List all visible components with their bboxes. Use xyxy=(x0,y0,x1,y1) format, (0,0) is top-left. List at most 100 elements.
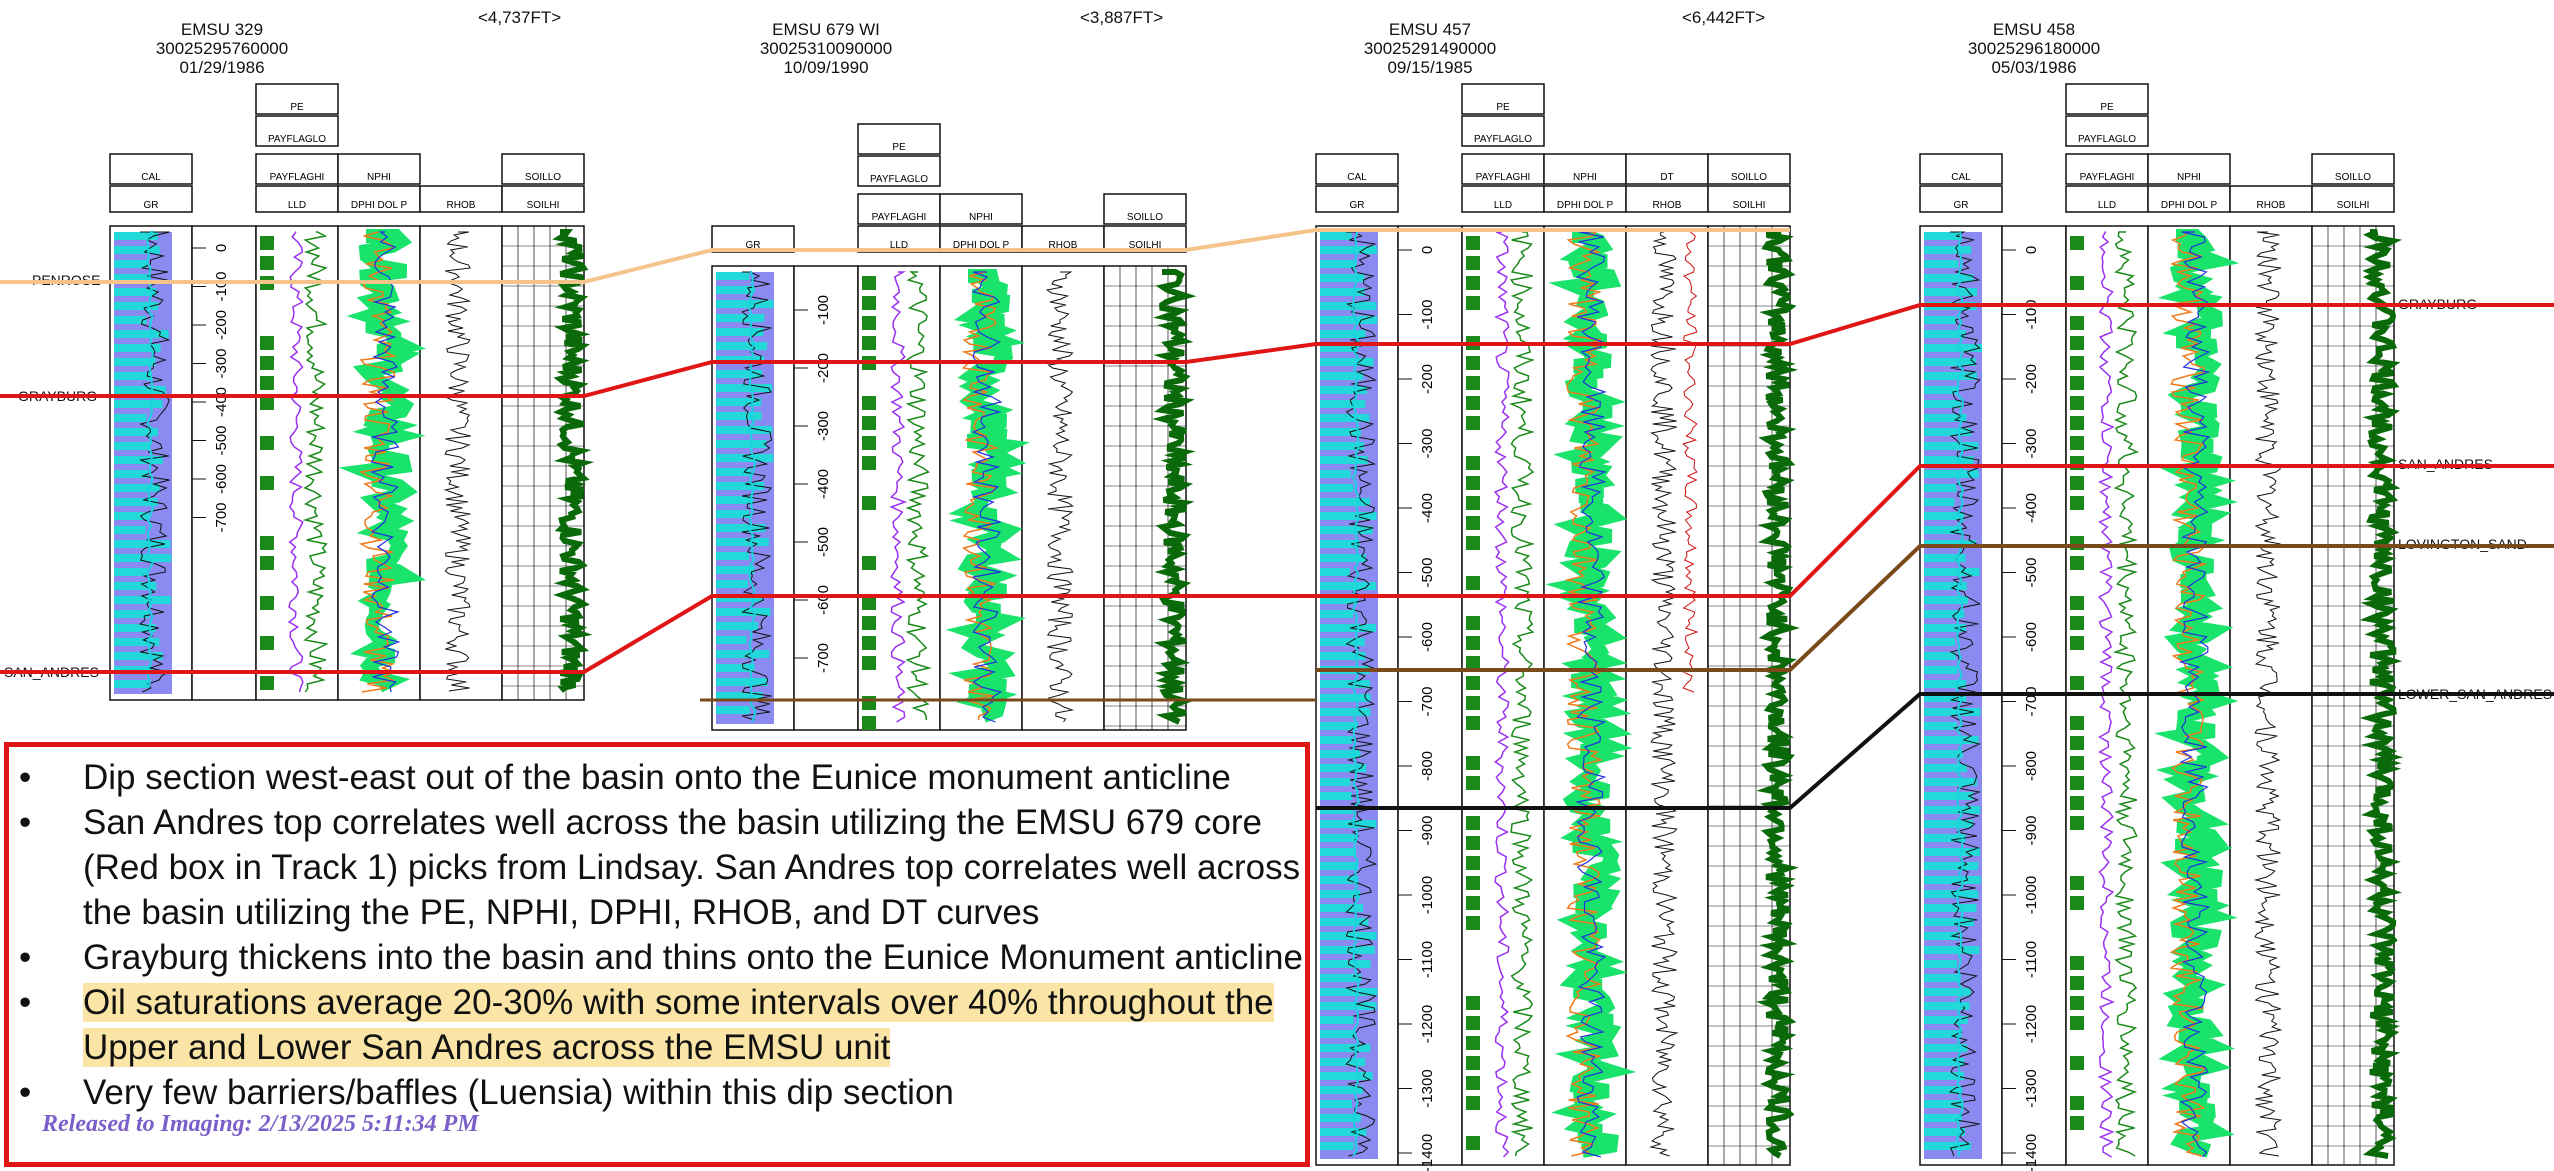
track-header-label: SOILHI xyxy=(1129,240,1162,251)
depth-label: -100 xyxy=(815,295,832,325)
gr-band xyxy=(1320,372,1364,380)
payflag xyxy=(2070,796,2084,810)
gr-band xyxy=(1924,904,1977,912)
track-header xyxy=(1103,225,1187,253)
payflag xyxy=(1466,696,1480,710)
depth-label: -900 xyxy=(1419,815,1436,845)
track-header-label: PAYFLAGLO xyxy=(268,134,326,145)
gr-band xyxy=(716,370,763,378)
nphi-curve xyxy=(971,271,1003,723)
gr-band xyxy=(1320,904,1364,912)
gr-band xyxy=(1320,918,1369,926)
rhob-curve xyxy=(1649,231,1679,1157)
payflag xyxy=(1466,876,1480,890)
nphi-fill xyxy=(945,269,1030,723)
well-panel: GR PE PAYFLAGLO PAYFLAGHI LLD NPHI DPHI DOL P R… xyxy=(711,123,1197,731)
track-header-label: NPHI xyxy=(1573,172,1597,183)
gr-band xyxy=(1320,694,1371,702)
track-depth xyxy=(191,225,257,701)
gr-band xyxy=(1924,358,1976,366)
payflag xyxy=(1466,396,1480,410)
bullet-item: • San Andres top correlates well across t… xyxy=(19,803,1301,932)
depth-label: -1200 xyxy=(2023,1005,2040,1043)
track-header-label: SOILLO xyxy=(2335,172,2371,183)
payflag xyxy=(1466,636,1480,650)
payflag xyxy=(2070,1056,2084,1070)
payflag xyxy=(260,636,274,650)
gr-band xyxy=(1320,596,1358,604)
gr-band xyxy=(1320,1002,1377,1010)
payflag xyxy=(2070,436,2084,450)
depth-label: -200 xyxy=(2023,364,2040,394)
depth-label: -900 xyxy=(2023,815,2040,845)
payflag xyxy=(260,436,274,450)
depth-label: -100 xyxy=(1419,299,1436,329)
payflag xyxy=(2070,956,2084,970)
track-header xyxy=(857,123,941,155)
payflag xyxy=(862,636,876,650)
payflag xyxy=(260,336,274,350)
track-header-label: PE xyxy=(290,102,304,113)
well-api: 30025296180000 xyxy=(1967,39,2101,58)
track-header xyxy=(109,153,193,185)
depth-label: -1400 xyxy=(1419,1134,1436,1171)
payflag xyxy=(1466,456,1480,470)
gr-band xyxy=(716,566,755,574)
gr-band xyxy=(1924,596,1969,604)
payflag xyxy=(260,556,274,570)
payflag xyxy=(1466,516,1480,530)
well-date: 09/15/1985 xyxy=(1387,58,1473,77)
payflag xyxy=(862,496,876,510)
track-header-label: DPHI DOL P xyxy=(1557,200,1614,211)
gr-band xyxy=(1320,778,1351,786)
gr-band xyxy=(716,384,772,392)
payflag xyxy=(862,696,876,710)
gr-band xyxy=(1320,582,1377,590)
track-header xyxy=(711,225,795,253)
gr-band xyxy=(1320,260,1357,268)
well-header-3: EMSU 457 30025291490000 09/15/1985 xyxy=(1330,20,1530,77)
gr-band xyxy=(1320,1072,1373,1080)
payflag xyxy=(1466,476,1480,490)
gr-band xyxy=(1924,652,1956,660)
track-header-label: PE xyxy=(1496,102,1510,113)
grayburg-line xyxy=(0,303,2554,398)
gr-band xyxy=(114,652,163,660)
gr-band xyxy=(1924,372,1977,380)
payflag xyxy=(2070,276,2084,290)
gr-band xyxy=(1924,1128,1965,1136)
gr-band xyxy=(1320,708,1371,716)
gr-band xyxy=(716,706,750,714)
track-header-label: GR xyxy=(1350,200,1365,211)
gr-band xyxy=(1924,764,1967,772)
gr-band xyxy=(1924,960,1958,968)
track-header-label: PE xyxy=(892,142,906,153)
gr-band xyxy=(1924,610,1965,618)
depth-label: -400 xyxy=(815,469,832,499)
gr-band xyxy=(1924,694,1967,702)
track-header-label: RHOB xyxy=(1653,200,1682,211)
nphi-fill xyxy=(2154,229,2240,1158)
gr-band xyxy=(1320,946,1375,954)
gr-band xyxy=(1924,526,1963,534)
payflag xyxy=(260,236,274,250)
depth-label: -300 xyxy=(815,411,832,441)
gr-band xyxy=(1924,1086,1962,1094)
lld-curve xyxy=(889,271,908,723)
track-header xyxy=(939,225,1023,253)
track-header xyxy=(1461,83,1545,115)
track-header xyxy=(857,225,941,253)
gr-band xyxy=(1924,414,1967,422)
track-header xyxy=(2065,83,2149,115)
track-header-label: DPHI DOL P xyxy=(953,240,1010,251)
gr-band xyxy=(716,524,766,532)
depth-label: -700 xyxy=(815,643,832,673)
gr-band xyxy=(1924,918,1974,926)
gr-band xyxy=(1924,1114,1962,1122)
gr-band xyxy=(1320,400,1366,408)
bullet-list: • Dip section west-east out of the basin … xyxy=(9,747,1305,1115)
gr-band xyxy=(1320,554,1366,562)
track-header-label: RHOB xyxy=(2257,200,2286,211)
gr-band xyxy=(1320,1030,1355,1038)
payflag xyxy=(2070,316,2084,330)
